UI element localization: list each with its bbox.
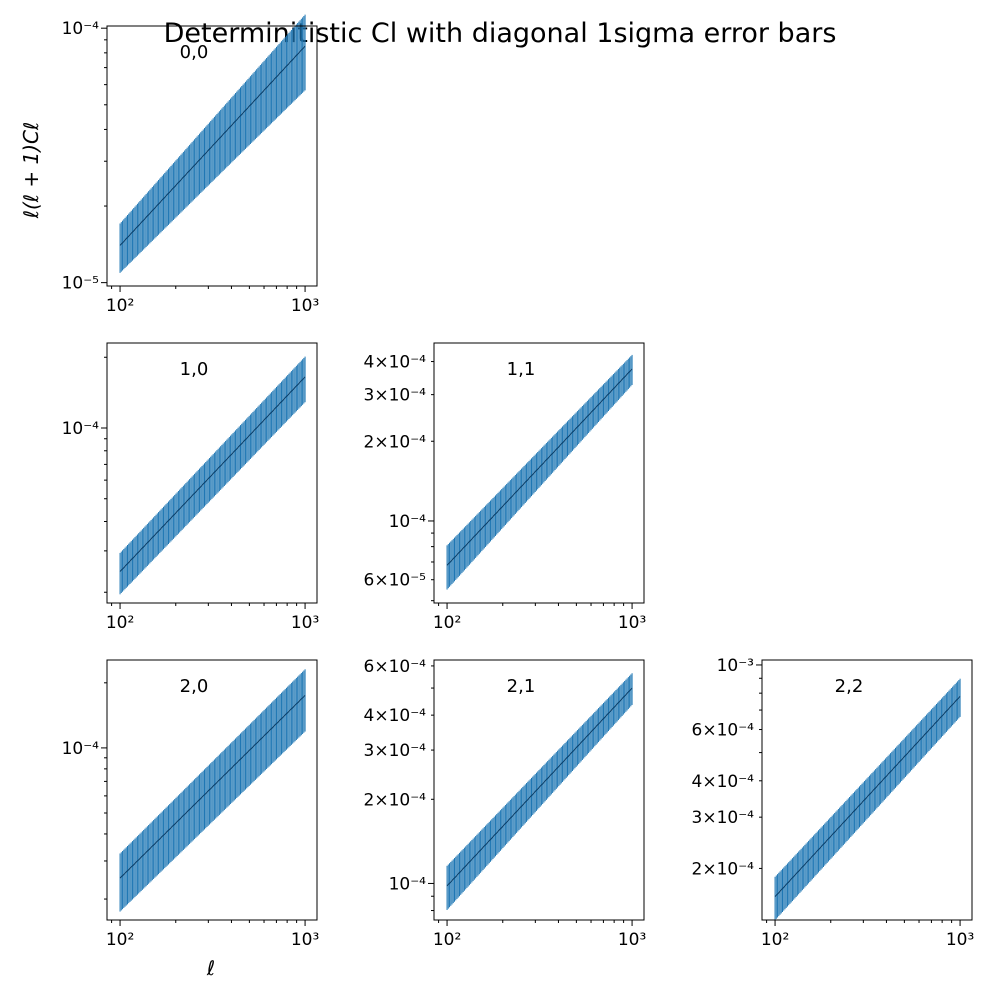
- errorbar-series: [774, 678, 961, 921]
- axes-frame: [106, 342, 318, 604]
- panel-2-0: 10² 10³ 10⁻⁴ 2,0: [62, 659, 319, 950]
- panel-0-0: 10² 10³ 10⁻⁵ 10⁻⁴ 0,0: [62, 14, 319, 316]
- y-tick-label: 4×10⁻⁴: [364, 353, 427, 373]
- x-tick-label: 10²: [433, 613, 461, 633]
- x-tick-label: 10²: [761, 930, 789, 950]
- panel-label: 0,0: [180, 42, 209, 63]
- center-line: [119, 45, 306, 246]
- center-line: [119, 376, 306, 572]
- x-tick-label: 10²: [106, 296, 134, 316]
- y-tick-label: 10⁻⁴: [62, 419, 100, 439]
- axes-frame: [433, 659, 645, 921]
- y-tick-label: 2×10⁻⁴: [692, 859, 755, 879]
- x-tick-label: 10³: [291, 296, 319, 316]
- y-axis-label: ℓ(ℓ + 1)Cℓ: [19, 122, 43, 220]
- x-tick-label: 10³: [946, 930, 974, 950]
- panel-grid: 10² 10³ 10⁻⁵ 10⁻⁴ 0,0 10² 10³ 10⁻⁴ 1,0 10² 10³ 6×10…: [62, 14, 975, 950]
- x-tick-label: 10³: [291, 930, 319, 950]
- y-tick-label: 10⁻⁴: [62, 739, 100, 759]
- center-line: [119, 694, 306, 879]
- y-tick-label: 4×10⁻⁴: [364, 706, 427, 726]
- panel-1-0: 10² 10³ 10⁻⁴ 1,0: [62, 342, 319, 633]
- y-tick-label: 2×10⁻⁴: [364, 790, 427, 810]
- errorbar-series: [119, 669, 306, 912]
- axes-frame: [433, 342, 645, 604]
- x-tick-label: 10²: [106, 930, 134, 950]
- panel-1-1: 10² 10³ 6×10⁻⁵ 10⁻⁴ 2×10⁻⁴ 3×10⁻⁴ 4×10⁻⁴ 1,1: [364, 342, 646, 633]
- y-tick-label: 3×10⁻⁴: [692, 808, 755, 828]
- center-line: [774, 696, 961, 897]
- x-tick-label: 10²: [433, 930, 461, 950]
- x-axis-label: ℓ: [206, 956, 215, 980]
- panel-2-1: 10² 10³ 10⁻⁴ 2×10⁻⁴ 3×10⁻⁴ 4×10⁻⁴ 6×10⁻⁴ 2,1: [364, 657, 647, 950]
- center-line: [446, 368, 633, 566]
- errorbar-series: [119, 356, 306, 595]
- panel-label: 1,1: [507, 359, 536, 380]
- axes-frame: [106, 25, 318, 287]
- y-tick-label: 4×10⁻⁴: [692, 772, 755, 792]
- panel-label: 2,2: [835, 676, 864, 697]
- x-tick-label: 10³: [618, 930, 646, 950]
- y-tick-label: 6×10⁻⁵: [364, 571, 426, 591]
- x-tick-label: 10²: [106, 613, 134, 633]
- y-tick-label: 3×10⁻⁴: [364, 386, 427, 406]
- y-tick-label: 6×10⁻⁴: [692, 721, 755, 741]
- panel-2-2: 10² 10³ 2×10⁻⁴ 3×10⁻⁴ 4×10⁻⁴ 6×10⁻⁴ 10⁻³ 2,2: [692, 656, 975, 950]
- y-tick-label: 2×10⁻⁴: [364, 432, 427, 452]
- y-tick-label: 6×10⁻⁴: [364, 657, 427, 677]
- panel-label: 2,0: [180, 676, 209, 697]
- axes-frame: [761, 659, 973, 921]
- panel-label: 2,1: [507, 676, 536, 697]
- chart-title: Determinitistic Cl with diagonal 1sigma …: [164, 18, 837, 49]
- panel-label: 1,0: [180, 359, 209, 380]
- center-line: [446, 687, 633, 887]
- errorbar-series: [446, 673, 633, 910]
- y-tick-label: 10⁻³: [717, 656, 754, 676]
- x-tick-label: 10³: [291, 613, 319, 633]
- errorbar-series: [446, 354, 633, 590]
- y-tick-label: 10⁻⁴: [389, 512, 427, 532]
- x-tick-label: 10³: [618, 613, 646, 633]
- y-tick-label: 3×10⁻⁴: [364, 741, 427, 761]
- axes-frame: [106, 659, 318, 921]
- y-tick-label: 10⁻⁴: [62, 19, 100, 39]
- y-tick-label: 10⁻⁴: [389, 874, 427, 894]
- errorbar-series: [119, 14, 306, 273]
- y-tick-label: 10⁻⁵: [62, 274, 99, 294]
